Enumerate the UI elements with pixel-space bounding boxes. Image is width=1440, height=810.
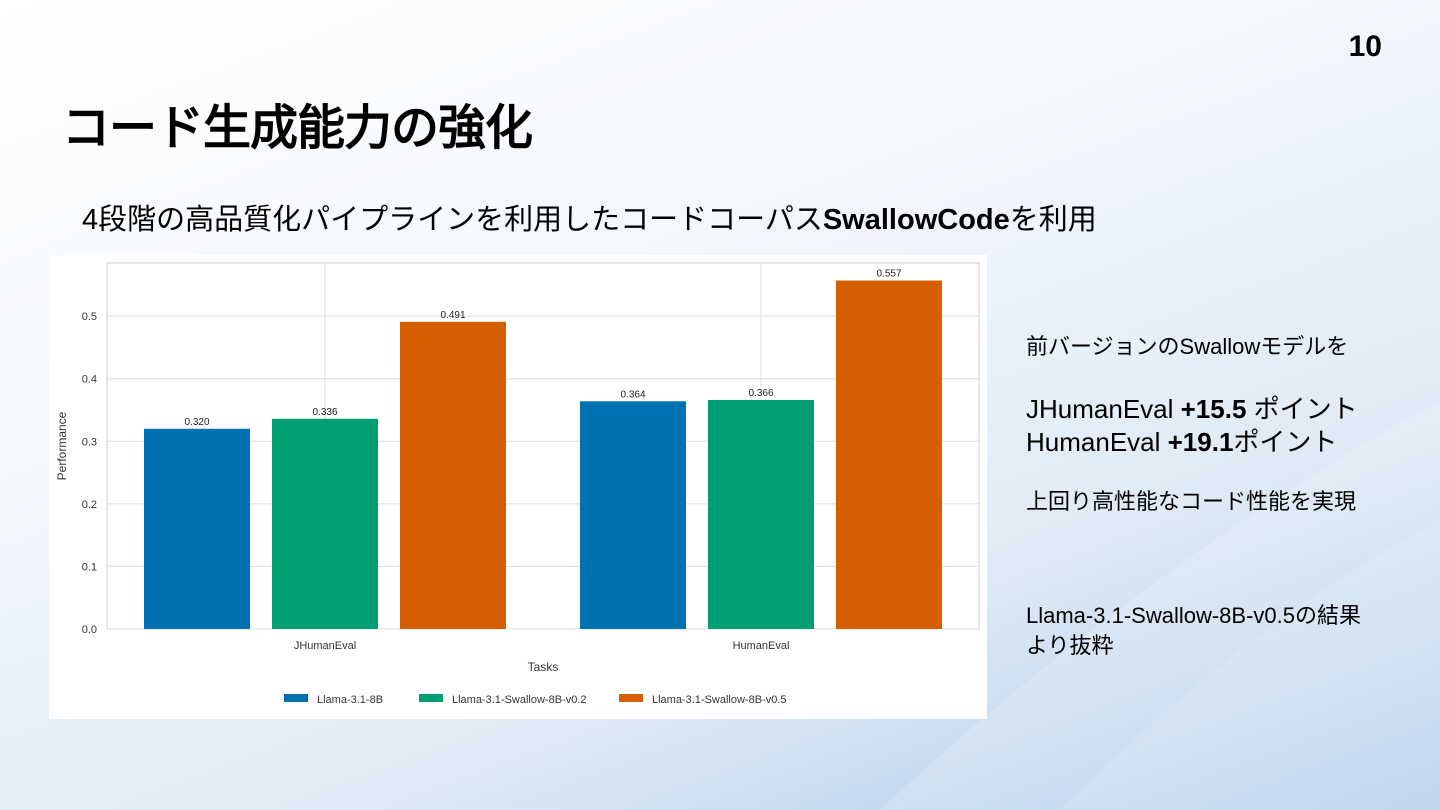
plot-area	[106, 262, 980, 630]
bar-value-label: 0.557	[876, 269, 901, 280]
legend-swatch	[419, 694, 443, 702]
bar	[272, 418, 378, 629]
jhumaneval-suffix: ポイント	[1246, 394, 1358, 424]
humaneval-gain: +19.1	[1167, 427, 1234, 457]
side-text-intro: 前バージョンのSwallowモデルを	[1026, 334, 1349, 359]
subtitle-bold: SwallowCode	[822, 204, 1010, 236]
y-tick-label: 0.0	[82, 624, 97, 636]
y-tick-label: 0.2	[82, 499, 97, 511]
humaneval-suffix: ポイント	[1233, 427, 1338, 457]
y-axis-title: Performance	[55, 411, 69, 480]
bar	[144, 428, 250, 629]
y-tick-label: 0.3	[82, 436, 97, 448]
bar-chart: 0.0 0.1 0.2 0.3 0.4 0.5 0.320 0.336 0.491 JHumanE…	[55, 262, 980, 706]
side-text-humaneval: HumanEval +19.1ポイント	[1026, 422, 1337, 459]
bar-value-label: 0.364	[620, 389, 645, 400]
jhumaneval-label: JHumanEval	[1026, 394, 1181, 424]
legend-swatch	[619, 694, 643, 702]
chart-panel: 0.0 0.1 0.2 0.3 0.4 0.5 0.320 0.336 0.491 JHumanE…	[49, 255, 987, 719]
legend-label: Llama-3.1-8B	[317, 694, 383, 706]
jhumaneval-gain: +15.5	[1180, 394, 1247, 424]
subtitle-prefix: 4段階の高品質化パイプラインを利用したコードコーパス	[82, 204, 823, 236]
slide-subtitle: 4段階の高品質化パイプラインを利用したコードコーパスSwallowCodeを利用	[82, 196, 1097, 238]
source-note-line1: Llama-3.1-Swallow-8B-v0.5の結果	[1026, 603, 1361, 628]
y-tick-label: 0.4	[82, 374, 97, 386]
bar-value-label: 0.491	[440, 310, 465, 321]
bar-value-label: 0.320	[184, 417, 209, 428]
bar	[400, 321, 506, 629]
side-text-conclusion: 上回り高性能なコード性能を実現	[1026, 489, 1357, 514]
legend-label: Llama-3.1-Swallow-8B-v0.2	[452, 694, 587, 706]
legend-label: Llama-3.1-Swallow-8B-v0.5	[652, 694, 787, 706]
subtitle-suffix: を利用	[1009, 204, 1097, 236]
bar	[836, 280, 942, 629]
x-tick-label: HumanEval	[733, 640, 790, 652]
side-text-jhumaneval: JHumanEval +15.5 ポイント	[1026, 389, 1358, 426]
bar-value-label: 0.336	[312, 407, 337, 418]
y-tick-label: 0.1	[82, 561, 97, 573]
bar	[580, 401, 686, 629]
slide-title: コード生成能力の強化	[62, 102, 533, 155]
source-note-line2: より抜粋	[1026, 633, 1114, 658]
y-tick-label: 0.5	[82, 311, 97, 323]
humaneval-label: HumanEval	[1026, 427, 1168, 457]
bar-value-label: 0.366	[748, 388, 773, 399]
bar	[708, 400, 814, 629]
legend-swatch	[284, 694, 308, 702]
x-axis-title: Tasks	[528, 660, 559, 674]
x-tick-label: JHumanEval	[294, 640, 356, 652]
page-number: 10	[1348, 30, 1382, 63]
